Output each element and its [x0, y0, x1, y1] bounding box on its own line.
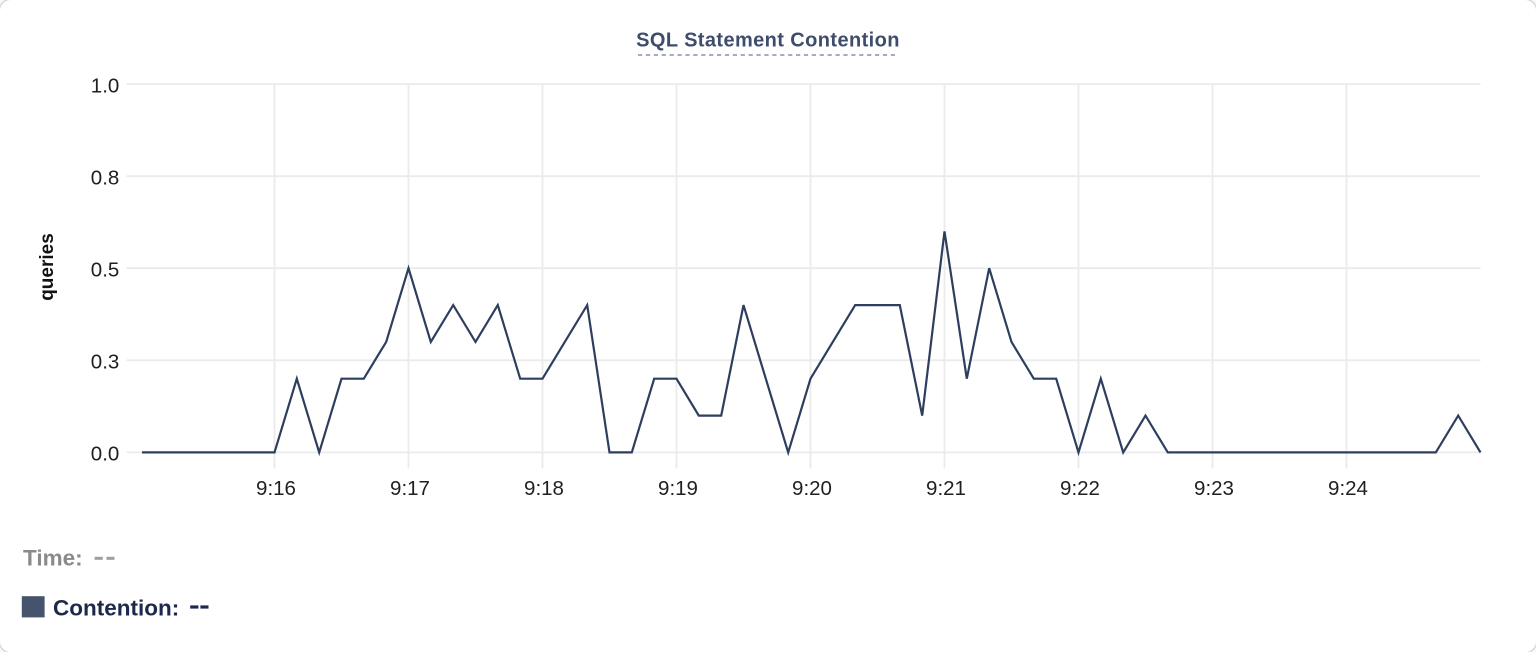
svg-text:9:23: 9:23 — [1194, 477, 1234, 500]
svg-text:9:18: 9:18 — [524, 477, 564, 500]
svg-text:9:17: 9:17 — [390, 477, 430, 500]
svg-text:9:21: 9:21 — [926, 477, 966, 500]
svg-text:1.0: 1.0 — [91, 74, 120, 97]
svg-text:9:22: 9:22 — [1060, 477, 1100, 500]
svg-text:9:19: 9:19 — [658, 477, 698, 500]
svg-text:Contention:: Contention: — [53, 595, 179, 620]
svg-text:9:16: 9:16 — [256, 477, 296, 500]
svg-text:9:20: 9:20 — [792, 477, 832, 500]
svg-text:queries: queries — [37, 233, 58, 301]
svg-text:0.8: 0.8 — [91, 166, 120, 189]
svg-text:0.3: 0.3 — [91, 351, 120, 374]
svg-text:9:24: 9:24 — [1328, 477, 1368, 500]
svg-text:SQL Statement Contention: SQL Statement Contention — [636, 30, 900, 52]
svg-text:Time:: Time: — [23, 545, 83, 570]
svg-text:0.5: 0.5 — [91, 258, 120, 281]
svg-text:0.0: 0.0 — [91, 443, 120, 466]
